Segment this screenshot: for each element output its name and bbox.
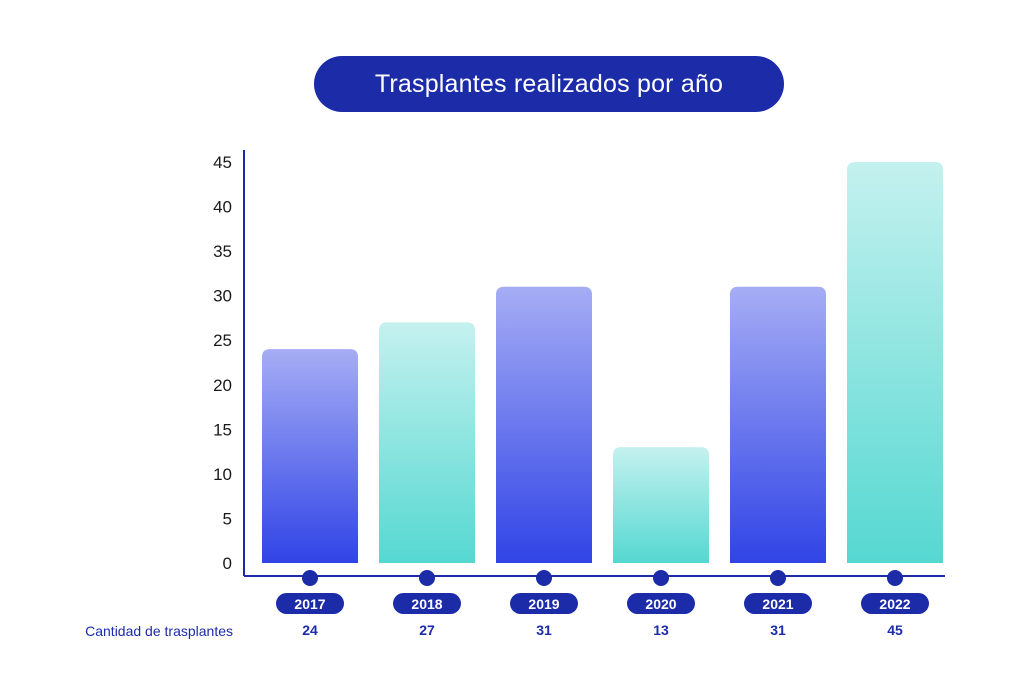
value-row-label: Cantidad de trasplantes xyxy=(85,623,233,639)
data-label: 31 xyxy=(536,622,552,638)
y-axis-ticks: 0 5 10 15 20 25 30 35 40 45 xyxy=(213,153,232,573)
x-tick-dot xyxy=(419,570,435,586)
x-tick-dot xyxy=(653,570,669,586)
y-tick-label: 15 xyxy=(213,420,232,439)
y-tick-label: 0 xyxy=(223,554,232,573)
bars xyxy=(262,162,943,563)
x-tick-label: 2020 xyxy=(645,596,676,612)
bar-2021 xyxy=(730,286,826,563)
x-axis-markers: 2017 24 2018 27 2019 31 2020 13 2021 31 2022 45 xyxy=(276,570,929,638)
y-tick-label: 10 xyxy=(213,465,232,484)
bar-2020 xyxy=(613,447,709,563)
bar-2019 xyxy=(496,286,592,563)
year-pill xyxy=(744,593,812,614)
year-pill xyxy=(393,593,461,614)
y-tick-label: 45 xyxy=(213,153,232,172)
x-tick-label: 2017 xyxy=(294,596,325,612)
y-tick-label: 40 xyxy=(213,198,232,217)
year-pill xyxy=(861,593,929,614)
data-label: 27 xyxy=(419,622,435,638)
data-label: 13 xyxy=(653,622,669,638)
bar-2017 xyxy=(262,349,358,563)
bar-2022 xyxy=(847,162,943,563)
y-tick-label: 5 xyxy=(223,509,232,528)
y-tick-label: 35 xyxy=(213,242,232,261)
year-pill xyxy=(510,593,578,614)
y-tick-label: 25 xyxy=(213,331,232,350)
x-tick-dot xyxy=(887,570,903,586)
data-label: 45 xyxy=(887,622,903,638)
year-pill xyxy=(276,593,344,614)
bar-2018 xyxy=(379,322,475,563)
data-label: 24 xyxy=(302,622,318,638)
chart-title: Trasplantes realizados por año xyxy=(314,56,784,112)
x-tick-dot xyxy=(770,570,786,586)
x-tick-dot xyxy=(302,570,318,586)
y-tick-label: 20 xyxy=(213,376,232,395)
year-pill xyxy=(627,593,695,614)
x-tick-dot xyxy=(536,570,552,586)
x-tick-label: 2018 xyxy=(411,596,442,612)
x-tick-label: 2021 xyxy=(762,596,793,612)
x-tick-label: 2022 xyxy=(879,596,910,612)
y-tick-label: 30 xyxy=(213,287,232,306)
x-tick-label: 2019 xyxy=(528,596,559,612)
data-label: 31 xyxy=(770,622,786,638)
